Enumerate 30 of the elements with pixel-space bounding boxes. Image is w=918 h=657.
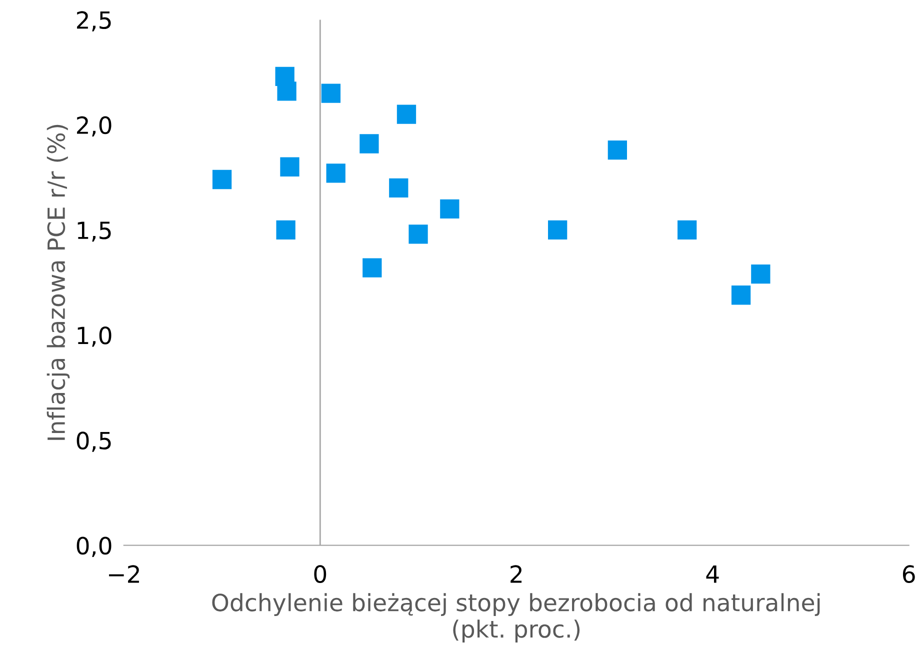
point <box>751 264 770 284</box>
point <box>678 220 697 240</box>
point <box>396 104 416 124</box>
y-tick-label: 2,5 <box>77 11 111 32</box>
x-tick-label: 0 <box>314 565 326 584</box>
point <box>408 224 428 244</box>
point <box>548 220 568 240</box>
point <box>276 220 296 240</box>
point <box>212 170 232 190</box>
y-tick-label: 1,5 <box>78 222 111 242</box>
point <box>440 199 460 218</box>
x-tick-label: 6 <box>902 565 915 584</box>
y-axis-title: Inflacja bazowa PCE r/r (%) <box>46 124 70 440</box>
point <box>326 164 346 183</box>
point <box>362 258 382 278</box>
y-tick-label: 0,0 <box>76 536 112 558</box>
point <box>321 84 341 103</box>
point <box>277 82 296 101</box>
point <box>360 134 379 154</box>
x-tick-label: −2 <box>109 565 139 583</box>
y-tick-label: 1,0 <box>78 326 112 347</box>
x-tick-label: 2 <box>510 565 522 583</box>
y-tick-label: 2,0 <box>77 116 112 137</box>
point <box>731 286 751 305</box>
point <box>608 140 627 160</box>
point <box>389 178 408 198</box>
point <box>280 157 300 176</box>
x-axis-title: Odchylenie bieżącej stopy bezrobocia od naturalnej (pkt. proc.) <box>212 593 820 642</box>
y-tick-label: 0,5 <box>76 432 111 452</box>
x-tick-label: 4 <box>706 565 719 583</box>
